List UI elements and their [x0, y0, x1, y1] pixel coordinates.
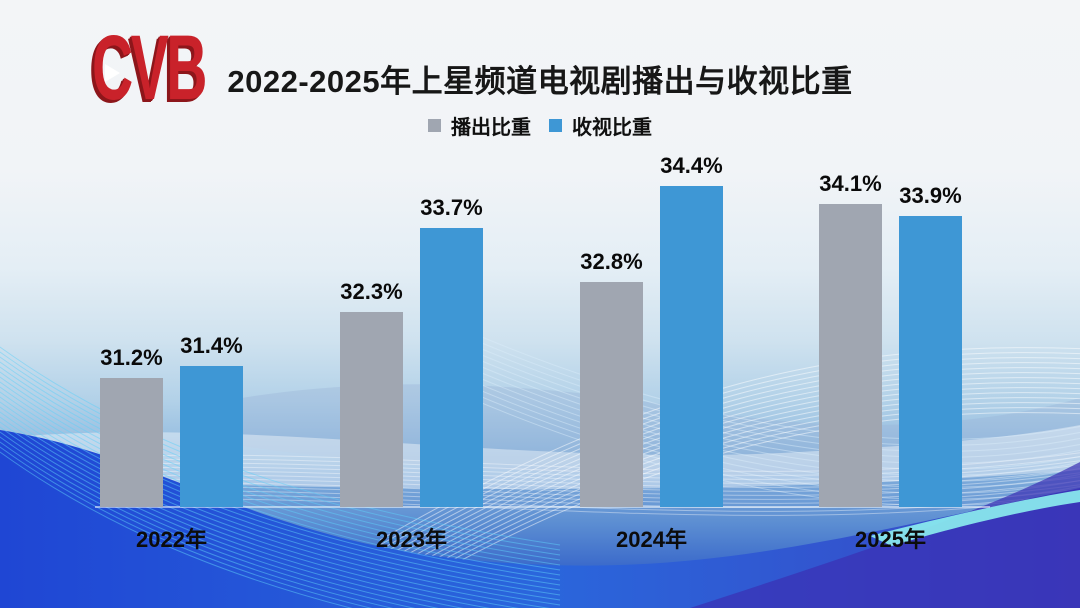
x-label-2022: 2022年 [136, 527, 207, 552]
legend-item-broadcast: 播出比重 [428, 111, 531, 140]
bar-viewing-2024: 34.4% [660, 153, 723, 507]
bar-value-viewing-2022: 31.4% [180, 333, 243, 358]
cvb-logo: CVB [92, 22, 242, 114]
x-label-2025: 2025年 [855, 527, 926, 552]
legend-swatch-viewing [549, 119, 562, 132]
wave-indigo-corner [690, 462, 1080, 608]
wave-deep-blue [0, 430, 1080, 608]
bar-broadcast-2025: 34.1% [819, 171, 882, 507]
bar-value-viewing-2024: 34.4% [660, 153, 723, 178]
bar-value-viewing-2023: 33.7% [420, 195, 483, 220]
bar-viewing-2022: 31.4% [180, 333, 243, 507]
bar-value-broadcast-2025: 34.1% [819, 171, 882, 196]
x-label-2023: 2023年 [376, 527, 447, 552]
bar-value-broadcast-2024: 32.8% [580, 249, 643, 274]
chart-legend: 播出比重 收视比重 [0, 111, 1080, 140]
bar-broadcast-2024: 32.8% [580, 249, 643, 507]
bar-viewing-2023: 33.7% [420, 195, 483, 507]
legend-swatch-broadcast [428, 119, 441, 132]
bar-value-broadcast-2022: 31.2% [100, 345, 163, 370]
legend-label-viewing: 收视比重 [572, 117, 652, 139]
bar-broadcast-2022: 31.2% [100, 345, 163, 507]
bar-broadcast-2023: 32.3% [340, 279, 403, 507]
x-label-2024: 2024年 [616, 527, 687, 552]
legend-item-viewing: 收视比重 [549, 111, 652, 140]
play-triangle-icon [105, 64, 120, 82]
legend-label-broadcast: 播出比重 [451, 117, 531, 139]
chart-title: 2022-2025年上星频道电视剧播出与收视比重 [227, 64, 853, 99]
axis-baseline [95, 506, 990, 508]
bar-value-broadcast-2023: 32.3% [340, 279, 403, 304]
wave-cyan-sliver [870, 490, 1080, 546]
bar-value-viewing-2025: 33.9% [899, 183, 962, 208]
bar-viewing-2025: 33.9% [899, 183, 962, 507]
